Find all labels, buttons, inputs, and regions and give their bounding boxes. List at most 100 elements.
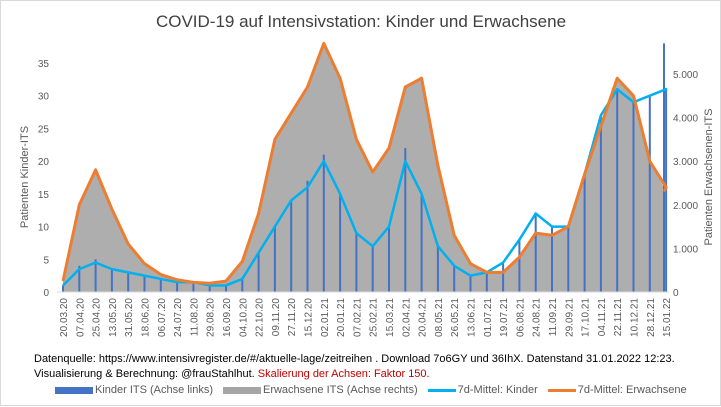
kinder-its-bar [176,282,179,292]
x-tick-label: 15.12.20 [304,298,315,337]
y-right-tick-label: 2.000 [673,201,698,212]
x-tick-label: 11.08.20 [189,298,200,337]
x-tick-label: 06.07.20 [157,298,168,337]
x-tick-label: 09.11.20 [271,298,282,337]
kinder-its-bar [94,259,97,292]
kinder-its-bar [404,148,407,292]
y-left-tick-label: 30 [38,92,50,103]
x-tick-label: 17.10.21 [581,298,592,337]
kinder-its-bar [192,282,195,292]
scaling-note: Skalierung der Achsen: Faktor 150. [257,368,430,380]
y-axis-right-label: Patienten Erwachsenen-ITS [703,109,715,246]
legend-item-erwachsene: Erwachsene ITS (Achse rechts) [222,384,418,396]
legend-swatch [222,386,261,394]
x-tick-label: 29.08.20 [206,298,217,337]
legend-label: 7d-Mittel: Erwachsene [577,384,687,396]
y-left-tick-label: 0 [43,288,49,299]
x-tick-label: 13.06.21 [467,298,478,337]
kinder-its-bar [518,239,521,292]
kinder-its-bar [78,265,81,292]
y-right-tick-label: 3.000 [673,157,698,168]
kinder-its-bar [355,233,358,292]
kinder-its-bar [534,213,537,292]
y-left-tick-label: 15 [38,190,50,201]
kinder-its-bar [290,200,293,292]
x-tick-label: 15.01.22 [662,298,673,337]
kinder-its-bar [567,226,570,292]
credit-text: Visualisierung & Berechnung: @frauStahlh… [34,368,255,380]
x-tick-label: 16.09.20 [222,298,233,337]
y-left-tick-label: 35 [38,59,50,70]
kinder-its-bar [420,193,423,292]
kinder-its-bar [306,180,309,292]
kinder-its-bar [159,278,162,292]
x-tick-label: 27.11.20 [287,298,298,337]
x-tick-label: 22.11.21 [613,298,624,337]
kinder-its-bar [551,226,553,292]
legend-item-kinder: Kinder ITS (Achse links) [55,384,213,396]
kinder-its-bar [453,265,456,292]
y-left-tick-label: 25 [38,124,50,135]
kinder-its-bar [127,272,130,292]
x-tick-label: 02.04.21 [401,298,412,337]
kinder-its-bar [436,246,439,292]
chart-title: COVID-19 auf Intensivstation: Kinder und… [156,12,566,31]
kinder-its-bar [208,285,211,292]
x-tick-label: 20.04.21 [418,298,429,337]
x-tick-label: 25.04.20 [92,298,103,337]
legend-label: 7d-Mittel: Kinder [457,384,538,396]
erwachsene-7d-line [61,41,668,285]
x-tick-label: 02.01.21 [320,298,331,337]
kinder-its-bar [599,115,602,292]
x-tick-label: 19.07.21 [499,298,510,337]
y-right-tick-label: 4.000 [673,114,698,125]
kinder-its-bar [62,285,64,292]
x-tick-label: 18.06.20 [141,298,152,337]
x-tick-label: 04.10.20 [238,298,249,337]
y-left-tick-label: 5 [43,255,49,266]
kinder-its-bar [583,174,586,292]
x-tick-label: 11.09.21 [548,298,559,337]
kinder-its-bar [388,226,390,292]
kinder-its-bar [273,226,276,292]
x-tick-label: 20.03.20 [59,298,70,337]
x-tick-label: 20.01.21 [336,298,347,337]
source-text: Datenquelle: https://www.intensivregiste… [34,353,675,365]
x-tick-label: 24.07.20 [173,298,184,337]
kinder-its-bar [469,275,472,292]
x-tick-label: 13.05.20 [108,298,119,337]
x-tick-label: 29.09.21 [564,298,575,337]
legend-swatch [55,386,93,394]
adult-its-area [63,41,667,292]
y-right-tick-label: 1.000 [673,244,698,255]
legend-item-7d-kinder: 7d-Mittel: Kinder [427,384,538,396]
kinder-its-bar [485,272,488,292]
y-right-tick-label: 0 [673,288,679,299]
x-tick-label: 28.12.21 [646,298,657,337]
legend: Kinder ITS (Achse links) Erwachsene ITS … [55,384,687,396]
kinder-its-bar [616,89,619,293]
y-right-tick-label: 5.000 [673,70,698,81]
kinder-its-bar [143,275,146,292]
x-tick-label: 24.08.21 [532,298,543,337]
kinder-its-bar [371,246,374,292]
x-tick-label: 22.10.20 [255,298,266,337]
legend-label: Kinder ITS (Achse links) [95,384,213,396]
y-axis-left-label: Patienten Kinder-ITS [19,126,31,228]
kinder-its-bar [502,262,505,292]
credit-line: Visualisierung & Berechnung: @frauStahlh… [34,368,430,380]
kinder-its-bar [632,102,635,292]
x-tick-label: 31.05.20 [124,298,135,337]
x-tick-label: 07.02.21 [352,298,363,337]
x-tick-label: 26.05.21 [450,298,461,337]
legend-swatch [547,388,576,392]
kinder-its-bar [663,43,665,292]
kinder-its-bar [648,95,651,292]
x-tick-label: 25.02.21 [369,298,380,337]
kinder-its-bar [257,252,260,292]
x-tick-label: 07.04.20 [75,298,86,337]
kinder-its-bar [241,278,244,292]
kinder-its-bar [322,154,325,292]
x-tick-label: 15.03.21 [385,298,396,337]
